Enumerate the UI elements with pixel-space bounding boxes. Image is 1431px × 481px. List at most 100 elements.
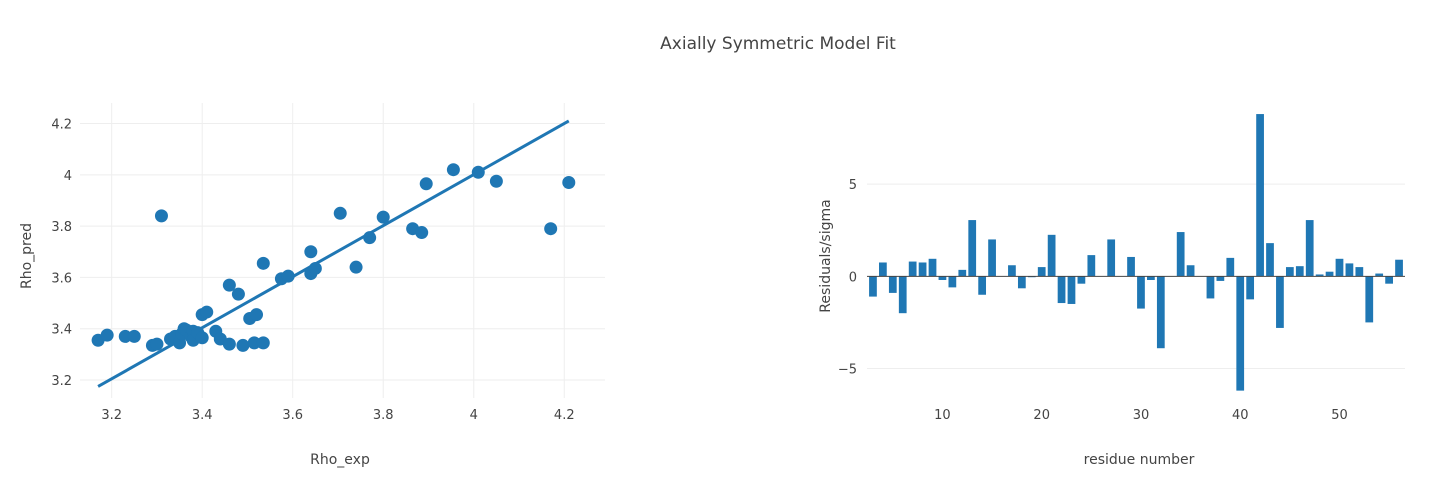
residual-bar[interactable]: [898, 276, 907, 314]
x-tick-label-right: 20: [1033, 408, 1050, 423]
scatter-point[interactable]: [544, 222, 558, 236]
residual-bar[interactable]: [1325, 271, 1334, 277]
fit-line: [97, 119, 570, 388]
scatter-point[interactable]: [304, 245, 318, 259]
residual-bar[interactable]: [1206, 276, 1215, 299]
residual-bar[interactable]: [1295, 266, 1304, 277]
x-tick-label-right: 50: [1331, 408, 1348, 423]
x-tick-label-left: 3.6: [282, 408, 303, 423]
chart-title: Axially Symmetric Model Fit: [660, 34, 896, 54]
residual-bar[interactable]: [888, 276, 897, 293]
y-tick-label-left: 3.4: [51, 323, 72, 338]
scatter-point[interactable]: [256, 256, 270, 270]
scatter-panel: 3.2 3.4 3.6 3.8 4 4.2 3.2 3.4 3.6 3.8 4 4.2 Rho_ex…: [19, 103, 605, 468]
y-tick-label-left: 3.2: [51, 374, 72, 389]
residual-bar[interactable]: [988, 239, 996, 277]
residual-bar[interactable]: [1256, 114, 1264, 277]
x-tick-label-left: 3.8: [373, 408, 394, 423]
scatter-point[interactable]: [419, 177, 433, 191]
x-tick-label-left: 4.2: [554, 408, 575, 423]
scatter-point[interactable]: [222, 337, 236, 351]
residual-bar[interactable]: [1008, 265, 1016, 277]
scatter-point[interactable]: [222, 278, 236, 292]
residual-bar[interactable]: [978, 276, 987, 295]
scatter-point[interactable]: [562, 176, 576, 190]
residual-bar[interactable]: [1137, 276, 1145, 309]
scatter-point[interactable]: [247, 336, 261, 350]
residual-bar[interactable]: [1216, 276, 1225, 281]
residual-bar[interactable]: [1365, 276, 1374, 323]
residual-bar[interactable]: [968, 220, 977, 277]
residual-bar[interactable]: [1186, 265, 1195, 277]
residual-bar[interactable]: [1335, 258, 1344, 277]
scatter-point[interactable]: [100, 328, 114, 342]
residual-bar[interactable]: [918, 262, 927, 277]
y-tick-label-right: 0: [849, 270, 857, 285]
scatter-point[interactable]: [200, 305, 214, 319]
scatter-point[interactable]: [415, 226, 429, 240]
x-tick-label-left: 3.2: [101, 408, 122, 423]
residual-bar[interactable]: [1176, 232, 1185, 277]
y-tick-label-left: 3.6: [51, 271, 72, 286]
scatter-point[interactable]: [231, 287, 245, 301]
residual-bar[interactable]: [1057, 276, 1066, 304]
scatter-point[interactable]: [333, 206, 347, 220]
residual-bar[interactable]: [869, 276, 877, 297]
scatter-point[interactable]: [150, 337, 164, 351]
scatter-point[interactable]: [489, 174, 503, 188]
scatter-point[interactable]: [250, 308, 264, 322]
residual-bar[interactable]: [1067, 276, 1076, 304]
x-tick-label-left: 4: [470, 408, 478, 423]
scatter-point[interactable]: [236, 338, 250, 352]
scatter-point[interactable]: [281, 269, 295, 283]
scatter-point[interactable]: [349, 260, 363, 274]
residual-bar[interactable]: [1127, 256, 1135, 277]
residual-bar[interactable]: [1355, 267, 1364, 277]
residual-bar[interactable]: [1107, 239, 1116, 277]
scatter-point[interactable]: [446, 163, 460, 177]
residual-bar[interactable]: [1147, 276, 1155, 280]
residual-bar[interactable]: [948, 276, 957, 288]
x-tick-label-left: 3.4: [192, 408, 213, 423]
residual-bar[interactable]: [1087, 255, 1096, 277]
scatter-point[interactable]: [154, 209, 168, 223]
residual-bar[interactable]: [1236, 276, 1245, 391]
residual-bar[interactable]: [1285, 267, 1294, 277]
residual-bar[interactable]: [1395, 259, 1403, 277]
scatter-point[interactable]: [127, 329, 141, 343]
residual-bar[interactable]: [938, 276, 947, 280]
scatter-point[interactable]: [376, 210, 390, 224]
residual-bar[interactable]: [1047, 234, 1056, 277]
residual-bar[interactable]: [1037, 267, 1046, 277]
residual-bar[interactable]: [1266, 243, 1274, 277]
residual-bar[interactable]: [1305, 220, 1314, 277]
residual-bar[interactable]: [1017, 276, 1026, 289]
residual-bar[interactable]: [1156, 276, 1165, 349]
residual-bar[interactable]: [928, 258, 937, 277]
residual-bar[interactable]: [1375, 273, 1384, 277]
x-tick-label-right: 30: [1133, 408, 1150, 423]
y-tick-label-left: 4: [64, 169, 72, 184]
residual-bar[interactable]: [1077, 276, 1086, 284]
residual-bar[interactable]: [1246, 276, 1255, 300]
residual-bar[interactable]: [1315, 274, 1324, 277]
scatter-point[interactable]: [195, 331, 209, 345]
residual-bar[interactable]: [1226, 257, 1235, 277]
y-axis-title-left: Rho_pred: [19, 223, 35, 289]
scatter-point[interactable]: [308, 261, 322, 275]
residual-bar[interactable]: [958, 269, 967, 277]
y-tick-label-left: 3.8: [51, 220, 72, 235]
scatter-point[interactable]: [118, 329, 132, 343]
scatter-point[interactable]: [471, 165, 485, 179]
y-tick-label-right: −5: [838, 363, 857, 378]
x-axis-title-left: Rho_exp: [310, 452, 370, 468]
residual-bar[interactable]: [1276, 276, 1284, 328]
x-tick-label-right: 40: [1232, 408, 1249, 423]
residual-bar[interactable]: [1385, 276, 1393, 284]
residual-bar[interactable]: [908, 261, 917, 277]
scatter-point[interactable]: [363, 231, 377, 245]
residual-bar[interactable]: [1345, 263, 1354, 277]
scatter-point[interactable]: [256, 336, 270, 350]
residual-bar[interactable]: [879, 262, 887, 277]
